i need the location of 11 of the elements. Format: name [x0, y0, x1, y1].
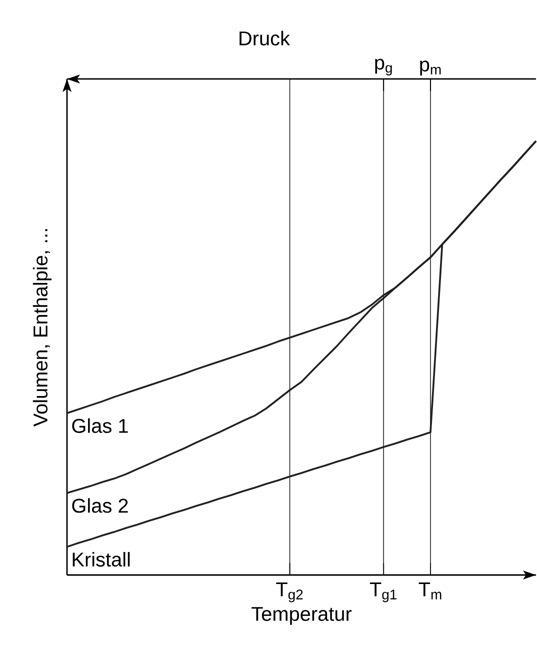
x-axis-title: Temperatur [252, 607, 352, 625]
ref-line-label: p$_{m}$ [420, 60, 441, 76]
series-label: Kristall [72, 552, 130, 567]
series-label: Glas 2 [72, 498, 128, 513]
series-label: Glas 1 [72, 418, 128, 433]
x-tick-label: T$_{g2}$ [276, 582, 303, 602]
x2-axis-title: Druck [240, 30, 290, 46]
ref-line-label: p$_{g}$ [375, 58, 392, 76]
x-tick-label: T$_{g1}$ [370, 582, 396, 602]
y-axis-title: Volumen, Enthalpie, ... [32, 229, 52, 427]
x-tick-label: T$_{m}$ [418, 582, 442, 600]
